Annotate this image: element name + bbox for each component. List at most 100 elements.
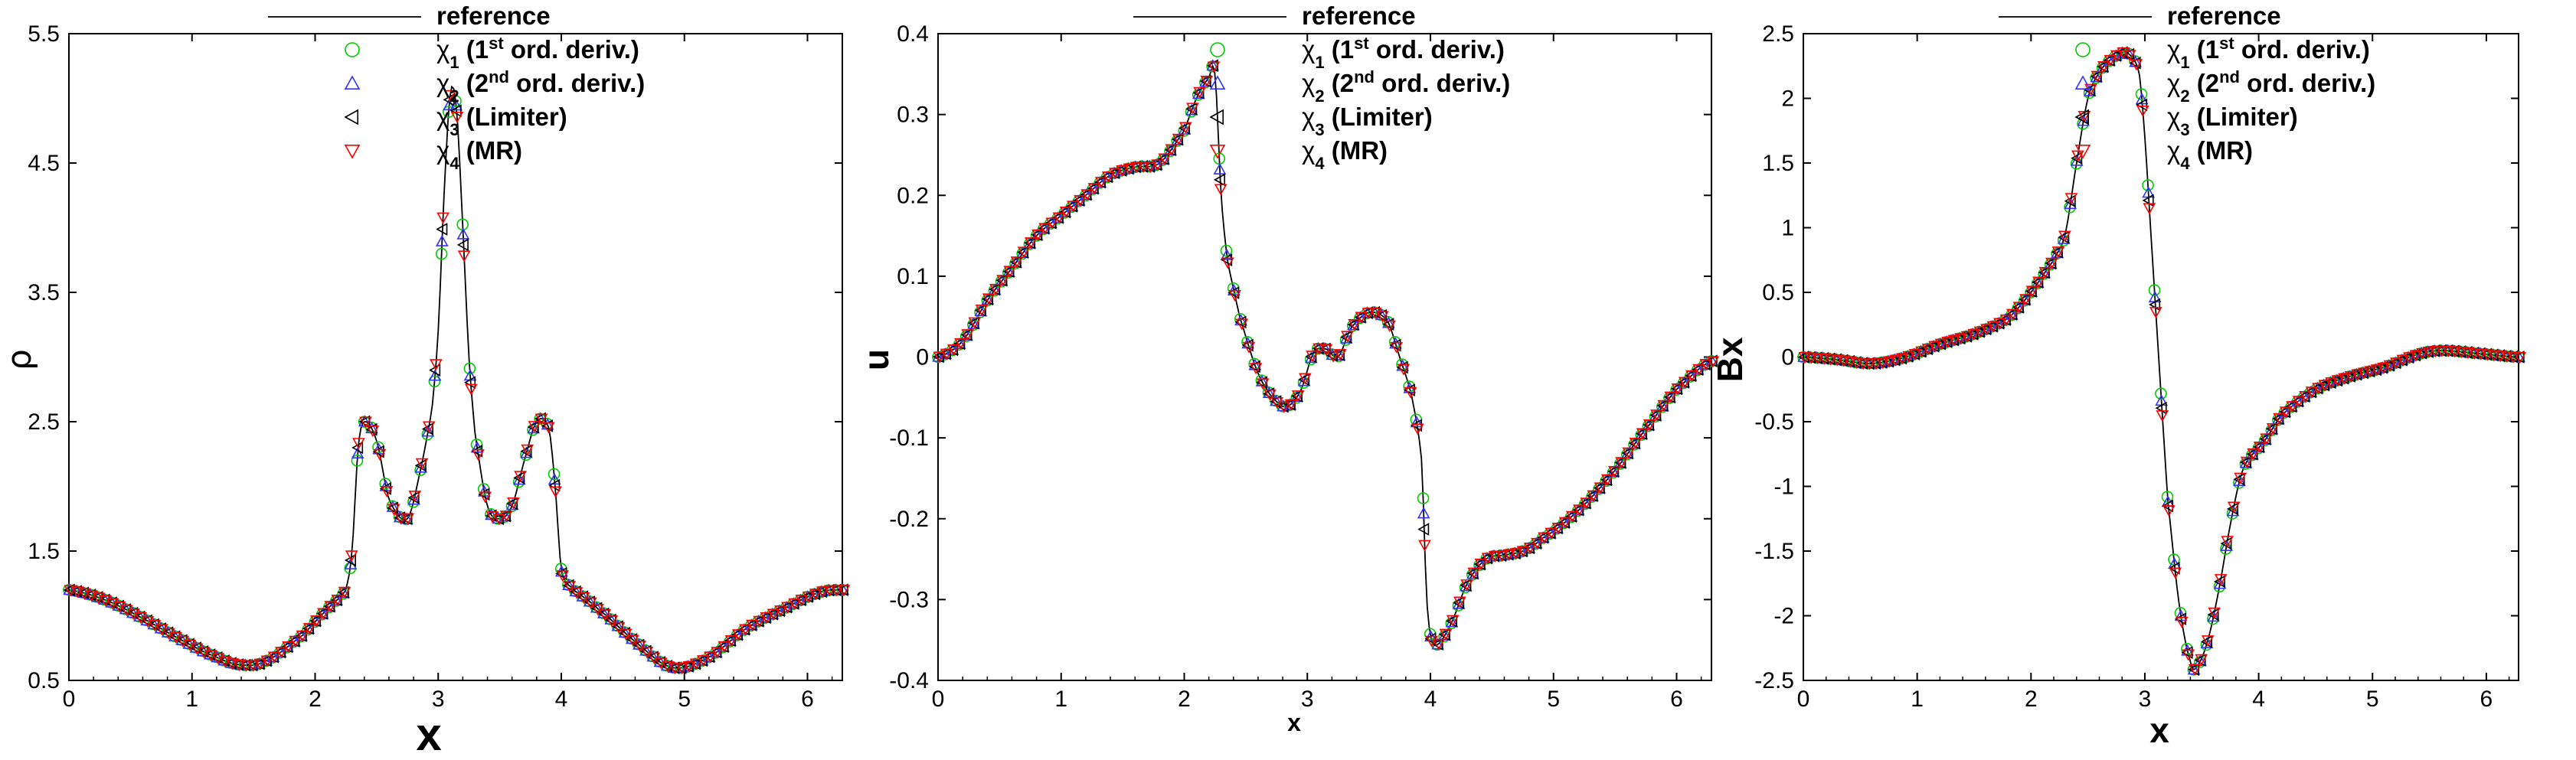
chi3-marker: [471, 444, 483, 458]
chi4-marker: [933, 351, 946, 364]
chi4-marker: [2279, 406, 2293, 419]
chi4-marker: [1565, 510, 1579, 523]
chi4-marker: [2240, 456, 2254, 468]
chi2-marker: [1593, 481, 1607, 494]
chi4-marker: [1129, 161, 1143, 174]
chi4-marker: [1158, 153, 1172, 165]
chi4-marker: [816, 586, 829, 599]
y-tick-label: -1: [1773, 475, 1794, 500]
chi2-marker: [1058, 205, 1072, 217]
chi4-marker: [2513, 352, 2527, 364]
chi4-marker: [2493, 351, 2507, 363]
bx-y-axis-label: Bx: [1710, 337, 1750, 382]
bx-panel: 0 1 2 3 4 5 6 -2.5 -2 -1.5 -1 -0.5 0 0.5 1 1.5 2 2.5 x Bx…: [1710, 2, 2527, 750]
legend-chi2-marker: [344, 75, 361, 90]
u-ticks: 0 1 2 3 4 5 6 -0.4 -0.3 -0.2 -0.1 0 0.1 0.2 0.3 0.4: [889, 21, 1711, 712]
chi1-marker: [1220, 244, 1233, 257]
chi4-marker: [1136, 161, 1150, 174]
chi4-marker: [1980, 324, 1993, 336]
chi4-marker: [324, 601, 338, 613]
chi4-marker: [1052, 212, 1066, 224]
chi4-marker: [2390, 357, 2403, 370]
chi4-marker: [253, 658, 267, 670]
chi4-marker: [2221, 536, 2234, 548]
chi2-marker: [2220, 539, 2233, 552]
chi4-marker: [1509, 548, 1523, 560]
legend-chi3-label: χ3 (Limiter): [2167, 103, 2298, 139]
chi3-marker: [421, 422, 433, 435]
chi4-marker: [746, 619, 759, 631]
chi2-marker: [309, 615, 322, 627]
chi2-marker: [988, 283, 1002, 295]
chi2-marker: [1621, 447, 1634, 459]
chi4-marker: [1116, 165, 1129, 178]
legend-reference-label: reference: [436, 2, 551, 30]
chi4-marker: [753, 615, 767, 628]
chi4-marker: [394, 513, 407, 525]
chi4-marker: [563, 581, 577, 593]
chi4-marker: [1488, 550, 1502, 563]
chi2-marker: [1656, 400, 1669, 412]
x-tick-label: 3: [2139, 687, 2152, 712]
chi2-marker: [1600, 474, 1613, 486]
chi2-marker: [981, 293, 995, 305]
chi4-marker: [1594, 482, 1607, 494]
chi2-marker: [1220, 248, 1234, 260]
chi2-marker: [1571, 504, 1585, 516]
chi2-marker: [1002, 265, 1015, 277]
chi1-marker: [428, 375, 441, 388]
chi2-marker: [1677, 376, 1691, 388]
chi4-marker: [675, 663, 689, 675]
chi3-marker: [407, 491, 420, 504]
chi2-marker: [2077, 114, 2091, 126]
chi2-marker: [421, 425, 435, 437]
chi2-marker: [1009, 256, 1023, 268]
x-tick-label: 4: [1424, 687, 1437, 712]
chi2-marker: [1023, 236, 1037, 249]
chi4-marker: [1228, 289, 1241, 302]
chi2-marker: [1347, 318, 1360, 331]
chi2-marker: [337, 586, 351, 599]
chi2-marker: [1164, 144, 1178, 156]
u-x-axis-label: x: [1287, 709, 1301, 736]
chi4-marker: [830, 585, 844, 597]
y-tick-label: 0: [1781, 345, 1794, 370]
chi4-marker: [1390, 341, 1404, 354]
rho-y-axis-label: ρ: [0, 349, 39, 370]
legend-chi3-label: χ3 (Limiter): [1302, 103, 1433, 139]
chi4-marker: [450, 111, 464, 124]
legend-chi2-marker: [2074, 75, 2091, 90]
chi4-marker: [1355, 312, 1368, 324]
chi4-marker: [2077, 110, 2091, 123]
chi3-marker: [1411, 419, 1423, 432]
chi4-marker: [1313, 343, 1326, 355]
chi4-marker: [2104, 54, 2117, 67]
chi4-marker: [2442, 345, 2455, 357]
chi4-marker: [1306, 351, 1319, 363]
legend-chi4-marker: [2074, 145, 2091, 159]
chi4-marker: [2234, 472, 2247, 484]
chi4-marker: [1249, 363, 1263, 375]
chi4-marker: [1067, 201, 1080, 213]
chi4-marker: [1214, 184, 1228, 196]
chi4-marker: [1467, 567, 1481, 579]
chi2-marker: [1684, 369, 1698, 381]
chi2-marker: [1670, 382, 1684, 394]
chi4-marker: [1531, 537, 1544, 550]
chi4-marker: [247, 660, 260, 672]
chi4-marker: [1678, 377, 1692, 389]
chi2-marker: [1628, 437, 1642, 449]
rho-reference-line: [68, 85, 843, 669]
chi4-marker: [1502, 549, 1516, 561]
chi4-marker: [521, 444, 534, 456]
chi4-marker: [2156, 410, 2169, 422]
chi4-marker: [961, 329, 975, 341]
chi3-marker: [449, 104, 462, 118]
chi4-marker: [724, 634, 738, 647]
chi1-series: [1797, 47, 2525, 676]
chi4-marker: [401, 513, 415, 525]
chi3-marker: [2071, 152, 2083, 165]
chi4-marker: [1017, 246, 1031, 259]
chi4-marker: [1242, 341, 1256, 354]
chi4-marker: [1928, 341, 1941, 353]
